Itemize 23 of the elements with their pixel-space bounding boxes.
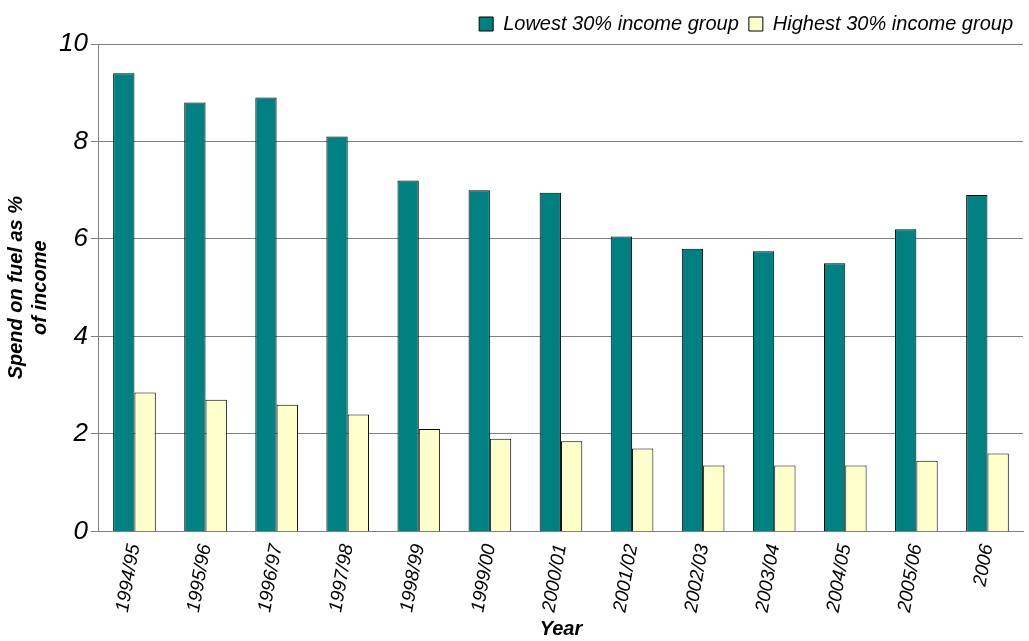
- x-tick-label: 1998/99: [395, 541, 429, 614]
- y-axis-title: Spend on fuel as % of income: [3, 195, 50, 380]
- y-tick-label: 8: [73, 124, 89, 155]
- x-tick-label: 1994/95: [110, 541, 144, 614]
- y-tick-label: 10: [59, 27, 89, 58]
- x-tick-label: 2005/06: [892, 541, 926, 615]
- x-tick-label: 1997/98: [324, 541, 357, 614]
- y-tick-label: 4: [73, 319, 88, 350]
- x-tick-label: 1999/00: [466, 541, 500, 614]
- x-tick-label: 2000/01: [537, 542, 571, 615]
- y-tick-label: 6: [73, 222, 89, 253]
- x-tick-label: 2006: [968, 541, 997, 589]
- x-tick-label: 1996/97: [253, 540, 287, 614]
- x-tick-label: 2004/05: [821, 541, 855, 615]
- y-tick-label: 2: [72, 417, 89, 448]
- x-axis-title: Year: [539, 616, 584, 639]
- x-tick-label: 2002/03: [679, 541, 713, 615]
- legend-label: Lowest 30% income group: [503, 11, 739, 34]
- legend-label: Highest 30% income group: [772, 11, 1013, 34]
- x-tick-label: 2001/02: [608, 541, 642, 615]
- x-tick-label: 1995/96: [182, 541, 215, 614]
- y-tick-label: 0: [73, 514, 89, 545]
- x-tick-label: 2003/04: [750, 542, 784, 615]
